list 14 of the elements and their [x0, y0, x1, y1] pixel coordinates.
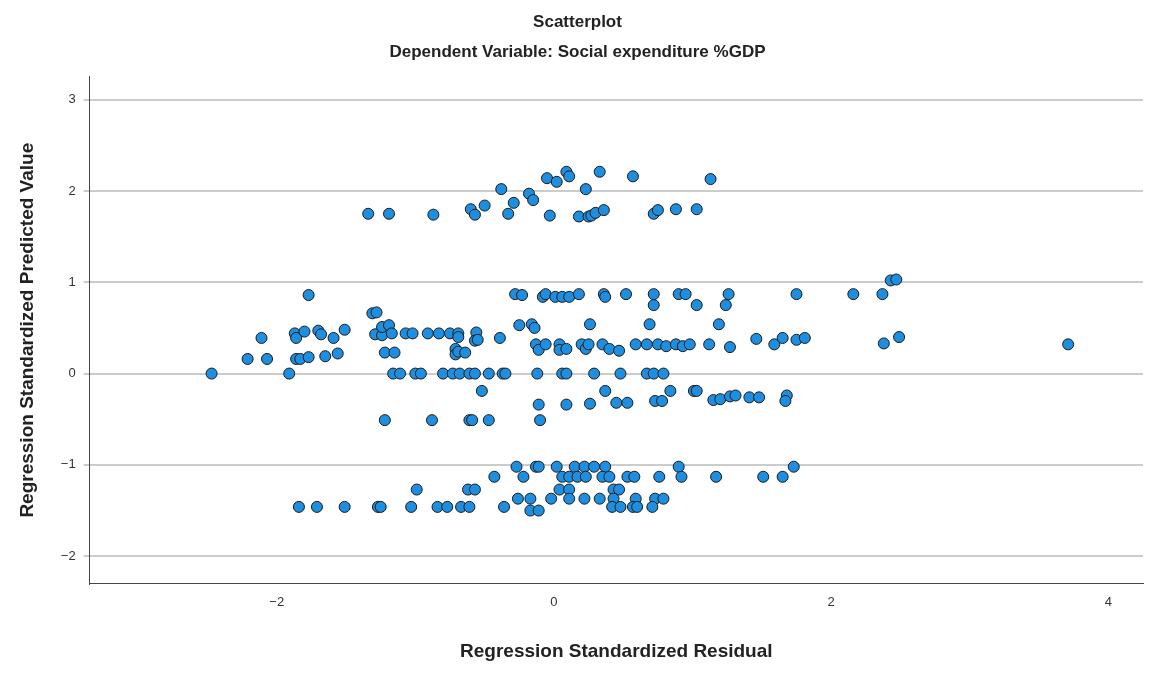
x-tick-label: 2: [827, 593, 835, 609]
x-tick-label: −2: [269, 593, 285, 609]
y-tick-label: 1: [68, 273, 76, 289]
y-tick-label: −1: [60, 456, 76, 472]
y-tick-label: −2: [60, 547, 76, 563]
y-tick-label: 3: [68, 91, 76, 107]
y-tick-label: 0: [68, 365, 76, 381]
x-axis-title: Regression Standardized Residual: [460, 639, 773, 661]
chart-subtitle: Dependent Variable: Social expenditure %GDP: [389, 42, 766, 62]
y-axis-title: Regression Standardized Predicted Value: [15, 142, 37, 518]
x-tick-label: 4: [1104, 593, 1112, 609]
y-tick-label: 2: [68, 182, 76, 198]
x-tick-label: 0: [550, 593, 558, 609]
chart-title: Scatterplot: [533, 11, 623, 31]
